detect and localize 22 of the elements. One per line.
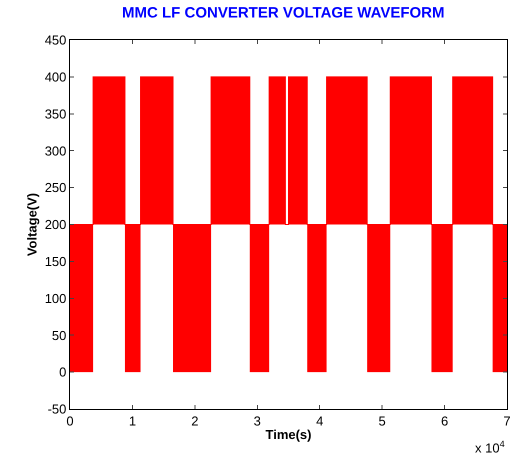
x-tick-label: 2 — [191, 414, 198, 429]
y-tick-label: 0 — [59, 364, 66, 380]
x-tick-label: 4 — [316, 414, 324, 429]
y-tick-label: 250 — [44, 180, 66, 196]
y-tick-label: 450 — [44, 32, 66, 48]
y-tick-label: 400 — [44, 69, 66, 84]
x-tick-label: 6 — [440, 414, 448, 429]
x-tick-label: 7 — [503, 414, 511, 429]
y-tick-label: 100 — [44, 290, 66, 306]
x-axis-title: Time(s) — [266, 427, 312, 442]
y-tick-label: -50 — [48, 402, 66, 417]
y-tick-label: 150 — [44, 254, 66, 269]
x-tick-label: 3 — [254, 414, 261, 429]
chart-title: MMC LF CONVERTER VOLTAGE WAVEFORM — [122, 4, 444, 22]
y-tick-label: 350 — [44, 106, 66, 122]
y-tick-label: 200 — [44, 217, 66, 232]
y-tick-label: 50 — [52, 328, 66, 343]
x-tick-label: 5 — [378, 414, 386, 429]
text: x 10$^{4}$ — [475, 439, 505, 456]
y-axis-title: Voltage(V) — [24, 192, 40, 256]
y-tick-label: 300 — [44, 143, 66, 158]
x-tick-label: 1 — [128, 414, 136, 429]
